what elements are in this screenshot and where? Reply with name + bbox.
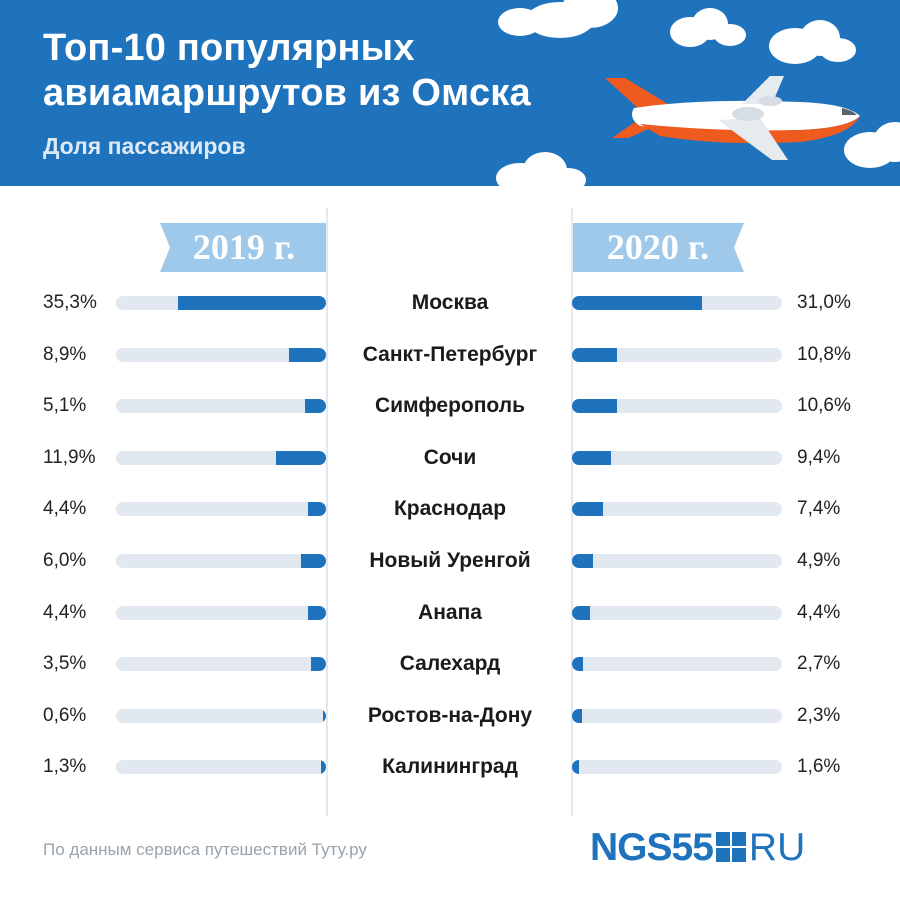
bar-2020 xyxy=(572,399,617,414)
cloud-icon xyxy=(670,8,746,47)
bar-2020 xyxy=(572,347,618,362)
bar-track-2020 xyxy=(572,399,782,414)
bar-2019 xyxy=(320,760,326,775)
header-banner: Топ-10 популярных авиамаршрутов из Омска… xyxy=(0,0,900,186)
value-label-2020: 10,8% xyxy=(797,343,851,365)
title-line-2: авиамаршрутов из Омска xyxy=(43,72,531,114)
value-label-2019: 35,3% xyxy=(43,292,97,313)
bar-track-2020 xyxy=(572,554,782,568)
value-label-2020: 1,6% xyxy=(797,756,841,778)
bar-2019 xyxy=(304,399,326,414)
header-decoration xyxy=(496,0,900,186)
value-label-2020: 10,6% xyxy=(797,395,851,417)
bar-2019 xyxy=(300,554,326,568)
value-label-2019: 5,1% xyxy=(43,395,87,417)
cloud-icon xyxy=(844,122,900,168)
value-label-2020: 31,0% xyxy=(797,292,851,313)
value-label-2019: 11,9% xyxy=(43,446,96,468)
page-subtitle: Доля пассажиров xyxy=(43,133,246,159)
bar-2020 xyxy=(572,502,604,517)
bar-track-2019 xyxy=(116,399,326,414)
logo-suffix: RU xyxy=(748,826,806,869)
bar-track-2020 xyxy=(572,605,782,620)
ribbon-shape xyxy=(160,223,328,272)
bar-track-2020 xyxy=(572,502,782,517)
category-label: Калининград xyxy=(382,755,518,779)
bar-2019 xyxy=(276,450,326,465)
ngs55-logo: NGS55 RU xyxy=(590,826,805,870)
value-label-2020: 2,3% xyxy=(797,704,841,726)
cloud-icon xyxy=(496,152,586,186)
category-label: Сочи xyxy=(423,445,477,469)
logo-main: NGS55 xyxy=(590,826,714,869)
bar-2020 xyxy=(572,450,612,465)
value-label-2019: 3,5% xyxy=(43,653,87,675)
bar-track-2019 xyxy=(116,296,326,310)
value-label-2019: 4,4% xyxy=(43,498,87,520)
ribbon-shape xyxy=(572,223,744,272)
bar-track-2020 xyxy=(572,296,782,310)
category-label: Симферополь xyxy=(374,394,525,418)
title-line-1: Топ-10 популярных xyxy=(43,27,415,69)
column-divider-left xyxy=(326,208,328,816)
bar-track-2020 xyxy=(572,450,782,465)
category-label: Санкт-Петербург xyxy=(362,342,538,366)
value-label-2020: 9,4% xyxy=(797,446,841,468)
bar-2019 xyxy=(177,296,326,310)
value-label-2020: 7,4% xyxy=(797,498,841,520)
airplane-icon xyxy=(605,76,860,160)
bar-track-2019 xyxy=(116,657,326,672)
bar-2020 xyxy=(572,657,584,672)
value-label-2019: 0,6% xyxy=(43,704,87,726)
value-label-2020: 2,7% xyxy=(797,653,841,675)
source-note: По данным сервиса путешествий Туту.ру xyxy=(43,840,367,859)
bar-2019 xyxy=(288,347,326,362)
bar-track-2020 xyxy=(572,708,782,723)
bar-track-2020 xyxy=(572,347,782,362)
bar-track-2019 xyxy=(116,502,326,517)
value-label-2019: 6,0% xyxy=(43,550,87,571)
bar-2019 xyxy=(307,605,326,620)
year-ribbon-2020: 2020 г. xyxy=(572,223,744,272)
page-title: Топ-10 популярных авиамаршрутов из Омска xyxy=(43,26,531,116)
value-label-2019: 8,9% xyxy=(43,343,87,365)
category-label: Ростов-на-Дону xyxy=(367,703,533,727)
bar-2019 xyxy=(307,502,326,517)
value-label-2019: 4,4% xyxy=(43,601,87,623)
value-label-2020: 4,4% xyxy=(797,601,841,623)
series-label-2020: 2020 г. xyxy=(606,227,710,267)
cloud-icon xyxy=(496,0,900,186)
category-label: Анапа xyxy=(418,600,482,624)
value-label-2019: 1,3% xyxy=(43,756,87,778)
category-label: Новый Уренгой xyxy=(369,549,531,572)
cloud-icon xyxy=(769,20,856,64)
bar-2019 xyxy=(311,657,326,672)
bar-2020 xyxy=(572,296,703,310)
bar-track-2019 xyxy=(116,450,326,465)
logo-squares-icon xyxy=(715,832,746,862)
bar-2020 xyxy=(572,605,591,620)
series-label-2019: 2019 г. xyxy=(192,227,296,267)
bar-track-2019 xyxy=(116,708,326,723)
bar-track-2020 xyxy=(572,760,782,775)
bar-track-2019 xyxy=(116,760,326,775)
category-label: Салехард xyxy=(399,652,501,676)
bar-track-2019 xyxy=(116,347,326,362)
bar-track-2019 xyxy=(116,605,326,620)
cloud-icon xyxy=(498,0,618,38)
category-label: Москва xyxy=(411,291,489,314)
bar-2019 xyxy=(323,708,326,723)
year-ribbon-2019: 2019 г. xyxy=(160,223,328,272)
value-label-2020: 4,9% xyxy=(797,550,841,571)
bar-2020 xyxy=(572,708,582,723)
bar-track-2020 xyxy=(572,657,782,672)
bar-2020 xyxy=(572,554,593,568)
bar-track-2019 xyxy=(116,554,326,568)
category-label: Краснодар xyxy=(393,497,507,521)
bar-2020 xyxy=(572,760,579,775)
